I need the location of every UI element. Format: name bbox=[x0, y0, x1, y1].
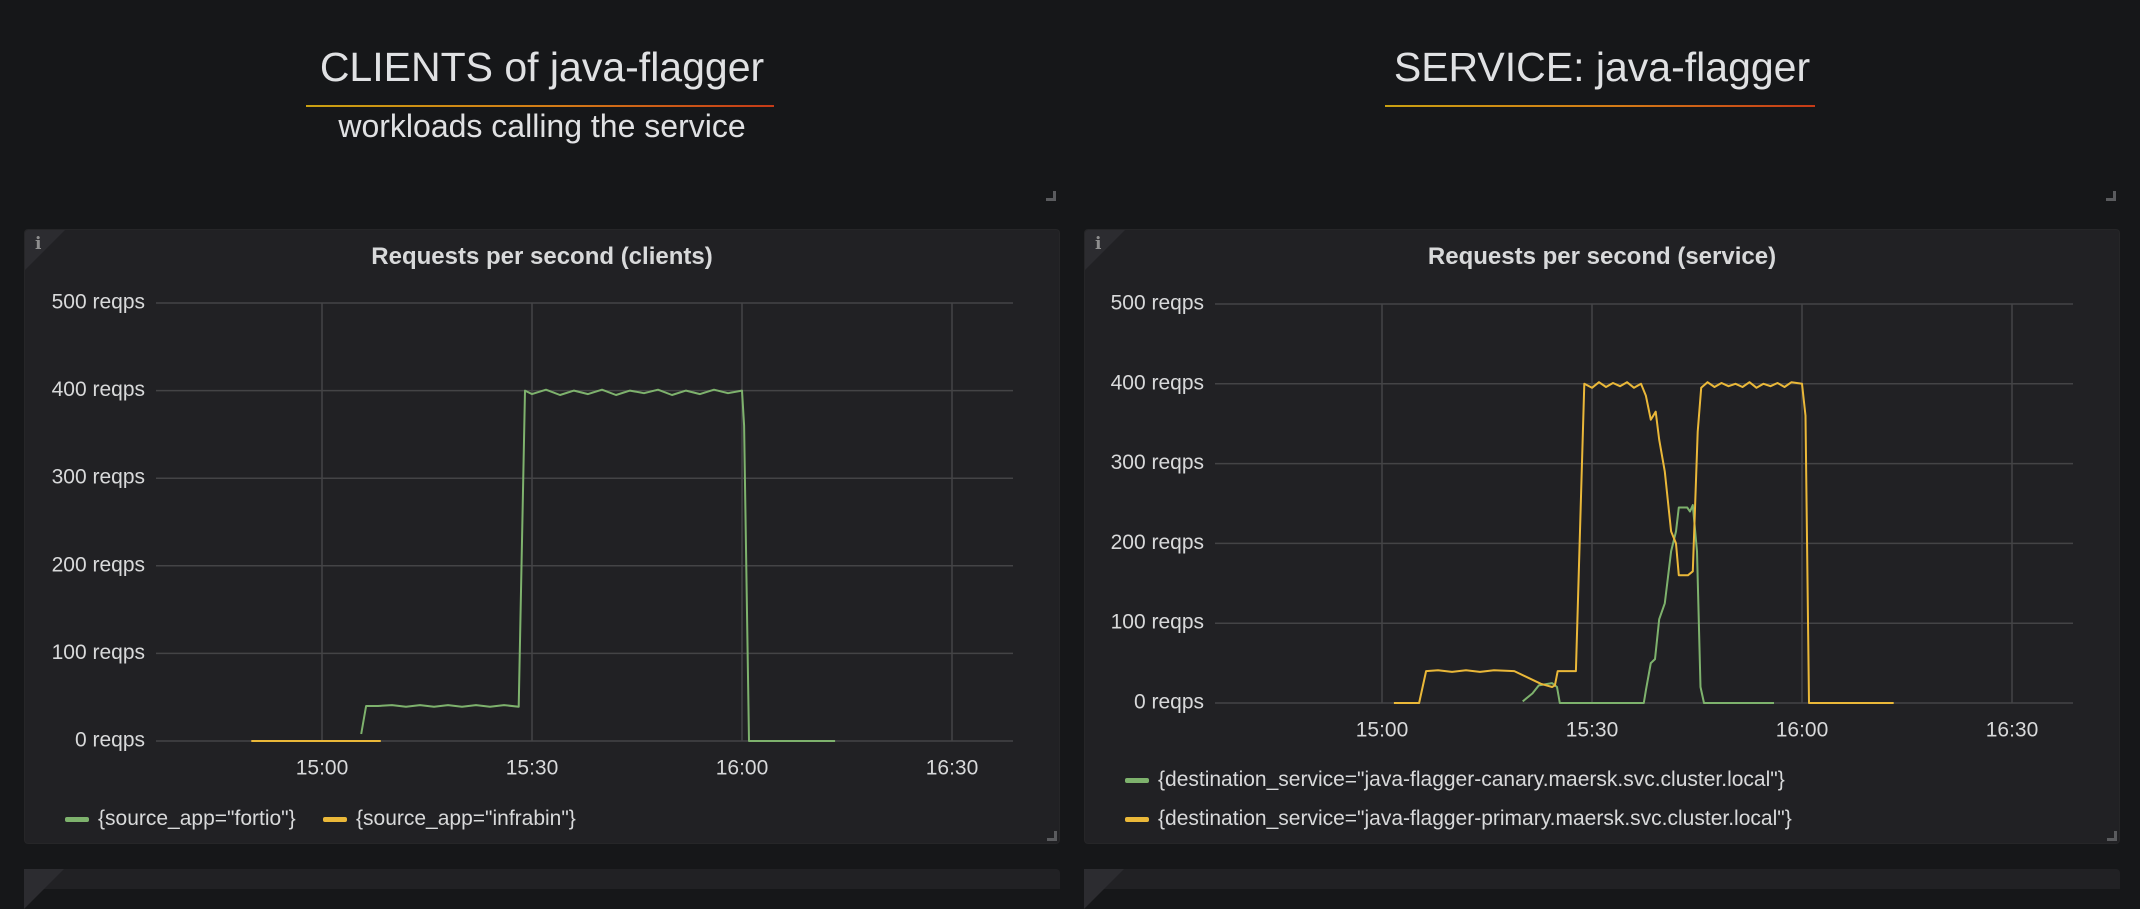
clients-header-subtitle: workloads calling the service bbox=[338, 108, 746, 144]
x-tick-label: 16:00 bbox=[716, 757, 769, 780]
legend-label: {destination_service="java-flagger-prima… bbox=[1158, 807, 1792, 830]
resize-handle[interactable] bbox=[2106, 191, 2116, 201]
clients-header-title: CLIENTS of java-flagger bbox=[319, 44, 765, 90]
x-tick-label: 15:30 bbox=[1566, 719, 1619, 742]
service-header-underline bbox=[1385, 105, 1815, 107]
panel-info-corner bbox=[24, 869, 64, 909]
legend-item-primary[interactable]: {destination_service="java-flagger-prima… bbox=[1125, 807, 1792, 831]
series-line[interactable] bbox=[1522, 504, 1774, 704]
clients-header-underline bbox=[306, 105, 774, 107]
panel-title[interactable]: Requests per second (clients) bbox=[371, 243, 713, 270]
series-line[interactable] bbox=[1393, 381, 1894, 704]
y-tick-label: 100 reqps bbox=[1111, 611, 1204, 634]
panel-info-corner bbox=[1084, 869, 1124, 909]
resize-handle[interactable] bbox=[2107, 831, 2117, 841]
y-tick-label: 0 reqps bbox=[75, 729, 145, 752]
panel-title[interactable]: Requests per second (service) bbox=[1427, 243, 1777, 270]
legend-label: {source_app="fortio"} bbox=[98, 807, 296, 830]
service-header-panel: SERVICE: java-flagger bbox=[1084, 0, 2120, 210]
resize-handle[interactable] bbox=[1047, 831, 1057, 841]
y-tick-label: 400 reqps bbox=[52, 378, 145, 401]
clients-rps-panel: i Requests per second (clients) 0 reqps 1… bbox=[24, 229, 1060, 844]
legend-swatch-green bbox=[1125, 777, 1149, 783]
x-tick-label: 16:30 bbox=[926, 757, 979, 780]
x-tick-label: 15:00 bbox=[1356, 719, 1409, 742]
y-tick-label: 100 reqps bbox=[52, 641, 145, 664]
service-header-title: SERVICE: java-flagger bbox=[1393, 44, 1811, 90]
y-tick-label: 500 reqps bbox=[1111, 292, 1204, 315]
y-tick-label: 0 reqps bbox=[1134, 691, 1204, 714]
legend-label: {source_app="infrabin"} bbox=[356, 807, 576, 830]
info-icon[interactable]: i bbox=[1095, 234, 1102, 254]
y-tick-label: 300 reqps bbox=[52, 466, 145, 489]
clients-header-panel: CLIENTS of java-flagger workloads callin… bbox=[24, 0, 1060, 210]
legend-item-fortio[interactable]: {source_app="fortio"} bbox=[65, 807, 296, 831]
x-tick-label: 15:00 bbox=[296, 757, 349, 780]
y-tick-label: 200 reqps bbox=[1111, 531, 1204, 554]
service-rps-panel: i Requests per second (service) 0 reqps 1… bbox=[1084, 229, 2120, 844]
x-tick-label: 15:30 bbox=[506, 757, 559, 780]
legend-label: {destination_service="java-flagger-canar… bbox=[1158, 768, 1785, 791]
y-tick-label: 200 reqps bbox=[52, 553, 145, 576]
info-icon[interactable]: i bbox=[35, 234, 42, 254]
resize-handle[interactable] bbox=[1046, 191, 1056, 201]
x-tick-label: 16:00 bbox=[1776, 719, 1829, 742]
next-panel-right bbox=[1084, 869, 2120, 909]
y-tick-label: 300 reqps bbox=[1111, 451, 1204, 474]
legend-swatch-yellow bbox=[323, 816, 347, 822]
service-rps-chart[interactable]: 0 reqps 100 reqps 200 reqps 300 reqps 400 re… bbox=[1085, 230, 2120, 844]
legend-swatch-green bbox=[65, 816, 89, 822]
clients-rps-chart[interactable]: 0 reqps 100 reqps 200 reqps 300 reqps 400 re… bbox=[25, 230, 1060, 844]
legend-item-infrabin[interactable]: {source_app="infrabin"} bbox=[323, 807, 576, 831]
y-tick-label: 400 reqps bbox=[1111, 371, 1204, 394]
legend-swatch-yellow bbox=[1125, 816, 1149, 822]
y-tick-label: 500 reqps bbox=[52, 291, 145, 314]
next-panel-left bbox=[24, 869, 1060, 909]
panel-info-corner[interactable] bbox=[1085, 230, 1125, 270]
legend-item-canary[interactable]: {destination_service="java-flagger-canar… bbox=[1125, 768, 1785, 792]
x-tick-label: 16:30 bbox=[1986, 719, 2039, 742]
series-line[interactable] bbox=[360, 388, 836, 742]
panel-info-corner[interactable] bbox=[25, 230, 65, 270]
